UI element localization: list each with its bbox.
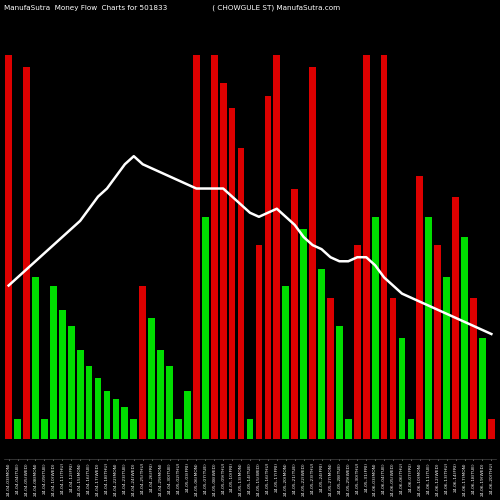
- Bar: [354, 245, 360, 439]
- Bar: [148, 318, 155, 439]
- Bar: [104, 390, 110, 439]
- Bar: [363, 55, 370, 439]
- Bar: [256, 245, 262, 439]
- Bar: [193, 55, 200, 439]
- Bar: [336, 326, 342, 439]
- Bar: [309, 68, 316, 439]
- Bar: [327, 298, 334, 439]
- Bar: [238, 148, 244, 439]
- Bar: [41, 419, 48, 439]
- Bar: [444, 278, 450, 439]
- Bar: [202, 217, 208, 439]
- Bar: [434, 245, 441, 439]
- Bar: [77, 350, 84, 439]
- Bar: [14, 419, 21, 439]
- Bar: [264, 96, 271, 439]
- Bar: [220, 84, 226, 439]
- Bar: [274, 55, 280, 439]
- Bar: [300, 229, 307, 439]
- Bar: [345, 419, 352, 439]
- Bar: [380, 55, 388, 439]
- Bar: [122, 407, 128, 439]
- Bar: [246, 419, 254, 439]
- Bar: [282, 286, 289, 439]
- Bar: [175, 419, 182, 439]
- Bar: [488, 419, 494, 439]
- Bar: [452, 196, 459, 439]
- Bar: [6, 55, 12, 439]
- Bar: [416, 176, 423, 439]
- Bar: [408, 419, 414, 439]
- Bar: [398, 338, 406, 439]
- Bar: [479, 338, 486, 439]
- Bar: [426, 217, 432, 439]
- Bar: [211, 55, 218, 439]
- Bar: [318, 270, 325, 439]
- Bar: [461, 237, 468, 439]
- Bar: [166, 366, 173, 439]
- Bar: [184, 390, 191, 439]
- Bar: [68, 326, 74, 439]
- Bar: [94, 378, 102, 439]
- Bar: [292, 188, 298, 439]
- Bar: [229, 108, 235, 439]
- Bar: [59, 310, 66, 439]
- Bar: [86, 366, 92, 439]
- Bar: [140, 286, 146, 439]
- Bar: [158, 350, 164, 439]
- Bar: [32, 278, 39, 439]
- Bar: [23, 68, 30, 439]
- Bar: [112, 398, 119, 439]
- Bar: [390, 298, 396, 439]
- Bar: [50, 286, 56, 439]
- Bar: [372, 217, 378, 439]
- Bar: [130, 419, 137, 439]
- Bar: [470, 298, 477, 439]
- Text: ManufaSutra  Money Flow  Charts for 501833                    ( CHOWGULE ST) Man: ManufaSutra Money Flow Charts for 501833…: [4, 4, 340, 10]
